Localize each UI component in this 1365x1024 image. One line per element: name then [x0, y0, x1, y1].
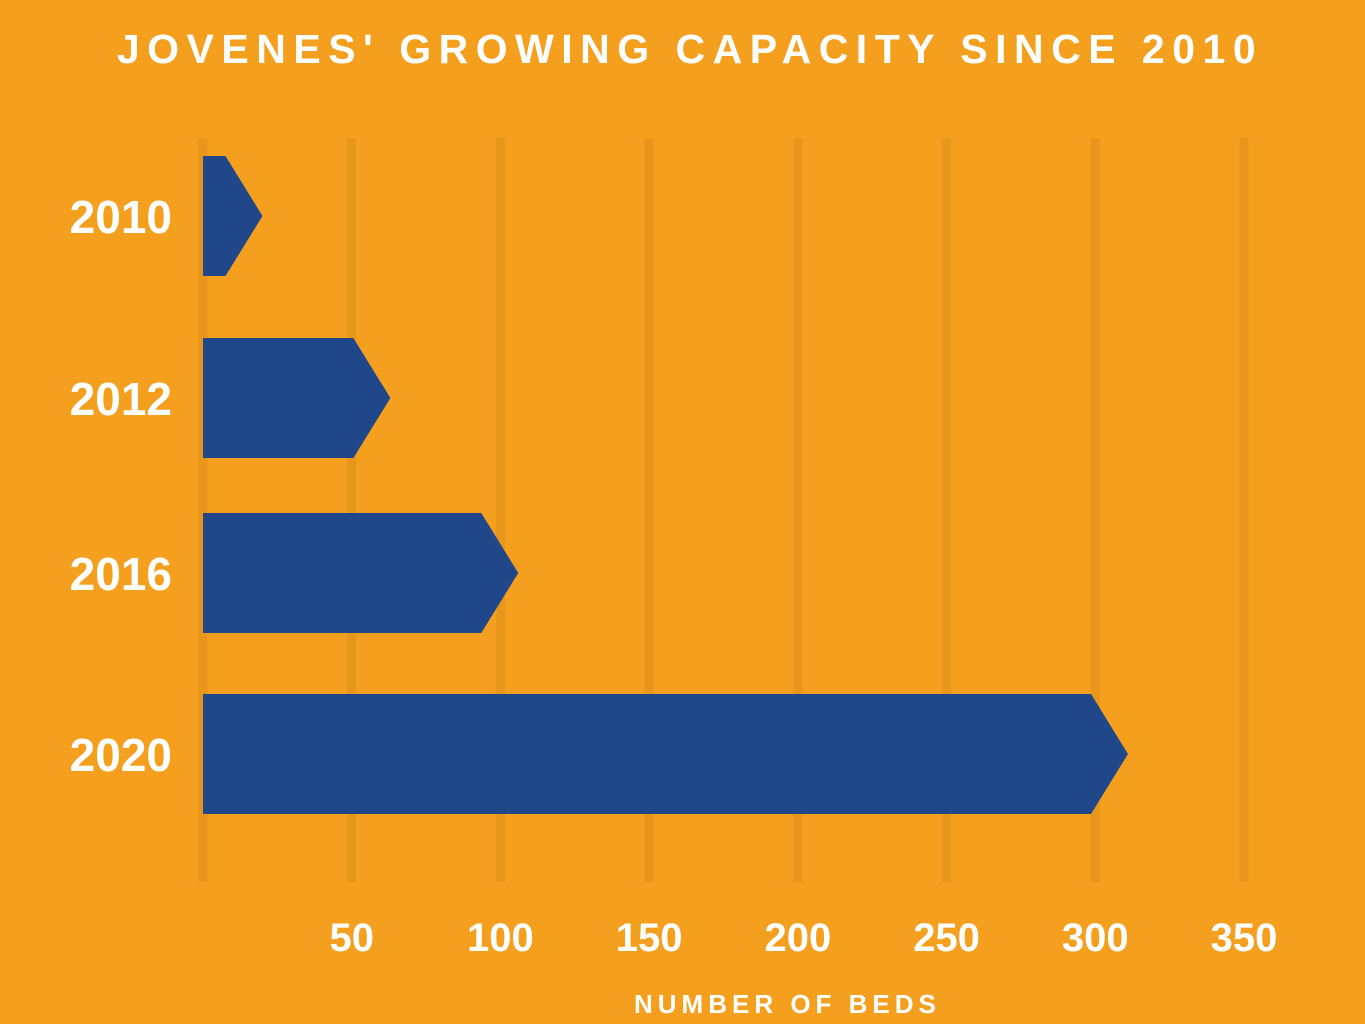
bars	[203, 156, 1129, 814]
chart-title: JOVENES' GROWING CAPACITY SINCE 2010	[116, 26, 1264, 72]
category-label-2010: 2010	[70, 191, 172, 243]
x-axis-title: NUMBER OF BEDS	[634, 989, 941, 1019]
x-tick-label-250: 250	[913, 916, 980, 960]
bar-2012	[203, 338, 391, 458]
x-tick-labels: 50 100 150 200 250 300 350	[329, 916, 1277, 960]
category-label-2012: 2012	[70, 373, 172, 425]
category-label-2016: 2016	[70, 548, 172, 600]
x-tick-label-200: 200	[764, 916, 831, 960]
bar-2020	[203, 694, 1129, 814]
x-tick-label-300: 300	[1062, 916, 1129, 960]
x-tick-label-150: 150	[616, 916, 683, 960]
x-tick-label-100: 100	[467, 916, 534, 960]
x-tick-label-350: 350	[1211, 916, 1278, 960]
x-tick-label-50: 50	[329, 916, 374, 960]
category-label-2020: 2020	[70, 729, 172, 781]
bar-2016	[203, 513, 519, 633]
category-labels: 2010 2012 2016 2020	[70, 191, 172, 781]
bar-2010	[203, 156, 263, 276]
